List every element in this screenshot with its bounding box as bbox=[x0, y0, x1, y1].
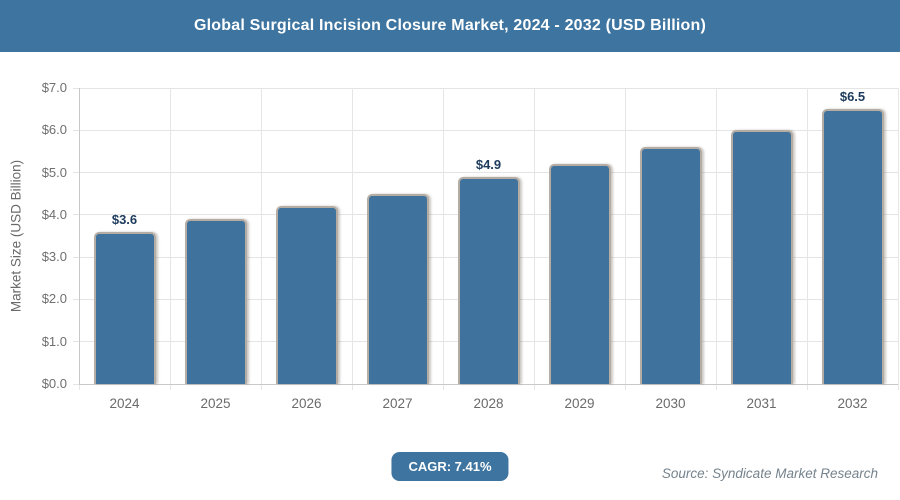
chart-title: Global Surgical Incision Closure Market,… bbox=[193, 17, 706, 34]
x-tick-label: 2027 bbox=[382, 396, 413, 411]
bar-2032 bbox=[821, 109, 884, 384]
x-gridline bbox=[351, 88, 353, 390]
x-tick-label: 2030 bbox=[655, 396, 686, 411]
bar-2028 bbox=[457, 177, 520, 384]
bar-value-label: $3.6 bbox=[111, 212, 138, 227]
y-axis-title: Market Size (USD Billion) bbox=[8, 159, 24, 313]
y-tick-label: $0.0 bbox=[41, 376, 67, 391]
x-tick-label: 2029 bbox=[564, 396, 595, 411]
x-tick-label: 2024 bbox=[109, 396, 140, 411]
y-tick-label: $2.0 bbox=[41, 291, 67, 307]
x-gridline bbox=[260, 88, 262, 390]
y-axis-line bbox=[79, 88, 80, 384]
x-tick-label: 2026 bbox=[291, 396, 322, 411]
y-tick-label: $1.0 bbox=[41, 333, 67, 349]
x-gridline bbox=[715, 88, 717, 390]
x-gridline bbox=[624, 88, 626, 390]
x-tick-label: 2028 bbox=[473, 396, 504, 411]
bar-2029 bbox=[548, 164, 611, 384]
y-tick-label: $6.0 bbox=[41, 122, 67, 138]
x-gridline bbox=[442, 88, 444, 390]
bar-2024 bbox=[93, 232, 156, 384]
x-tick-label: 2032 bbox=[837, 396, 868, 411]
y-tick-label: $7.0 bbox=[41, 80, 67, 95]
bar-value-label: $4.9 bbox=[475, 157, 502, 172]
y-gridline bbox=[73, 172, 898, 174]
x-axis-line bbox=[79, 384, 898, 385]
y-tick-label: $3.0 bbox=[41, 249, 67, 265]
x-gridline bbox=[533, 88, 535, 390]
source-text: Source: Syndicate Market Research bbox=[661, 466, 878, 481]
y-gridline bbox=[73, 129, 898, 131]
bar-2031 bbox=[730, 130, 793, 384]
x-tick-label: 2031 bbox=[746, 396, 777, 411]
bar-value-label: $6.5 bbox=[839, 89, 866, 104]
chart-title-bar: Global Surgical Incision Closure Market,… bbox=[0, 0, 900, 52]
x-tick-label: 2025 bbox=[200, 396, 231, 411]
x-gridline bbox=[169, 88, 171, 390]
bar-2027 bbox=[366, 194, 429, 384]
bar-2030 bbox=[639, 147, 702, 384]
y-tick-label: $4.0 bbox=[41, 206, 67, 222]
bar-2026 bbox=[275, 206, 338, 384]
y-gridline bbox=[73, 87, 898, 89]
x-gridline bbox=[806, 88, 808, 390]
cagr-badge: CAGR: 7.41% bbox=[391, 452, 509, 481]
bar-2025 bbox=[184, 219, 247, 384]
y-tick-label: $5.0 bbox=[41, 164, 67, 180]
x-gridline bbox=[897, 88, 899, 390]
